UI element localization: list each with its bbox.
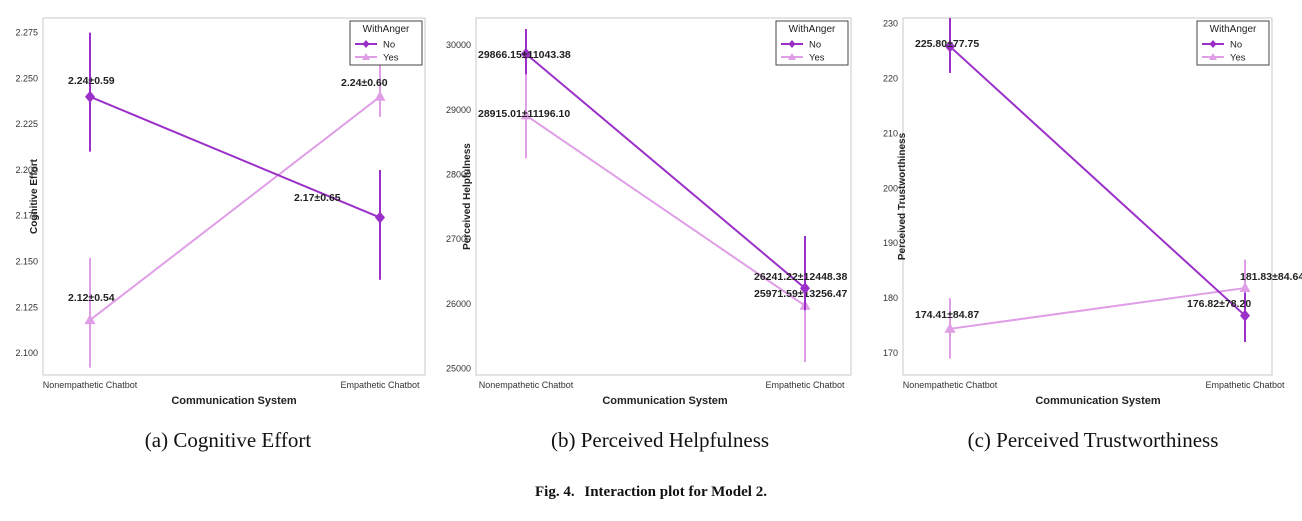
legend-title: WithAnger [1210,24,1257,35]
data-point-no [521,47,531,60]
x-axis-label: Communication System [1035,395,1161,407]
y-tick-label: 30000 [446,40,471,50]
legend-marker-yes [1209,53,1217,60]
y-tick-label: 2.175 [15,211,38,221]
y-tick-label: 29000 [446,105,471,115]
y-tick-label: 2.275 [15,28,38,38]
legend-label: Yes [1230,53,1246,64]
figure-caption-label: Fig. 4. [535,484,575,500]
figure-caption: Fig. 4. Interaction plot for Model 2. [535,484,767,501]
data-label: 181.83±84.64 [1240,271,1302,283]
series-line-yes [525,114,806,307]
series-line-no [89,95,381,219]
y-tick-label: 210 [883,128,898,138]
data-label: 2.24±0.59 [68,75,115,87]
plot-frame [902,17,1273,376]
data-label: 25971.59±13256.47 [754,288,848,300]
x-tick-label: Nonempathetic Chatbot [479,380,574,390]
x-tick-label: Empathetic Chatbot [1205,380,1285,390]
panel-caption-c: (c) Perceived Trustworthiness [967,428,1219,452]
y-tick-label: 200 [883,183,898,193]
data-label: 26241.22±12448.38 [754,271,848,283]
plot-frame [475,17,852,376]
y-tick-label: 180 [883,293,898,303]
x-tick-label: Empathetic Chatbot [340,380,420,390]
legend-title: WithAnger [789,24,836,35]
y-tick-label: 2.200 [15,165,38,175]
data-point-yes [374,90,386,101]
y-tick-label: 2.125 [15,302,38,312]
data-label: 2.24±0.60 [341,77,388,89]
series-line-yes [949,287,1246,330]
legend-marker-yes [362,53,370,60]
y-tick-label: 28000 [446,170,471,180]
data-point-yes [944,322,956,333]
y-axis-label: Cognitive Effort [29,158,40,234]
y-tick-label: 190 [883,238,898,248]
legend-label: No [809,40,821,51]
y-tick-label: 26000 [446,299,471,309]
data-point-yes [520,109,532,120]
data-label: 2.12±0.54 [68,292,115,304]
legend-label: No [383,40,395,51]
data-label: 28915.01±11196.10 [478,108,570,120]
y-axis-label: Perceived Trustworthiness [897,132,908,260]
y-tick-label: 27000 [446,234,471,244]
y-tick-label: 230 [883,18,898,28]
plot-frame [42,17,426,376]
data-point-no [800,282,810,295]
legend-marker-no [1209,40,1217,48]
data-point-no [1240,309,1250,322]
x-axis-label: Communication System [171,395,297,407]
data-label: 225.80±77.75 [915,38,979,50]
x-tick-label: Nonempathetic Chatbot [43,380,138,390]
data-label: 174.41±84.87 [915,309,979,321]
chart-panel-0: 2.100 2.125 2.150 2.175 2.200 2.225 2.250 2.275… [15,17,426,407]
legend-label: Yes [383,53,399,64]
y-tick-label: 170 [883,348,898,358]
y-tick-label: 2.150 [15,256,38,266]
figure-caption-text: Interaction plot for Model 2. [584,484,767,500]
y-axis-label: Perceived Helpfulness [462,143,473,250]
data-label: 2.17±0.65 [294,192,341,204]
y-tick-label: 2.100 [15,348,38,358]
series-line-yes [89,95,381,321]
data-label: 176.82±78.20 [1187,298,1251,310]
x-tick-label: Empathetic Chatbot [765,380,845,390]
series-line-no [949,45,1246,317]
legend-label: Yes [809,53,825,64]
data-point-no [945,40,955,53]
legend-marker-no [362,40,370,48]
data-point-no [85,90,95,103]
data-label: 29866.15±11043.38 [478,49,571,61]
x-tick-label: Nonempathetic Chatbot [903,380,998,390]
y-tick-label: 2.225 [15,119,38,129]
data-point-yes [1239,282,1251,293]
legend-marker-yes [788,53,796,60]
y-tick-label: 25000 [446,364,471,374]
x-axis-label: Communication System [602,395,728,407]
data-point-yes [84,314,96,325]
panel-caption-a: (a) Cognitive Effort [144,428,312,452]
data-point-no [375,211,385,224]
y-tick-label: 2.250 [15,73,38,83]
chart-panel-2: 170 180 190 200 210 220 230 Nonempathetic Chatb… [883,17,1302,407]
legend-title: WithAnger [363,24,410,35]
chart-panel-1: 25000 26000 27000 28000 29000 30000 Nonempathe… [446,17,852,407]
y-tick-label: 220 [883,73,898,83]
series-line-no [525,53,806,290]
legend-marker-no [788,40,796,48]
panel-caption-b: (b) Perceived Helpfulness [550,428,770,452]
legend-label: No [1230,40,1242,51]
